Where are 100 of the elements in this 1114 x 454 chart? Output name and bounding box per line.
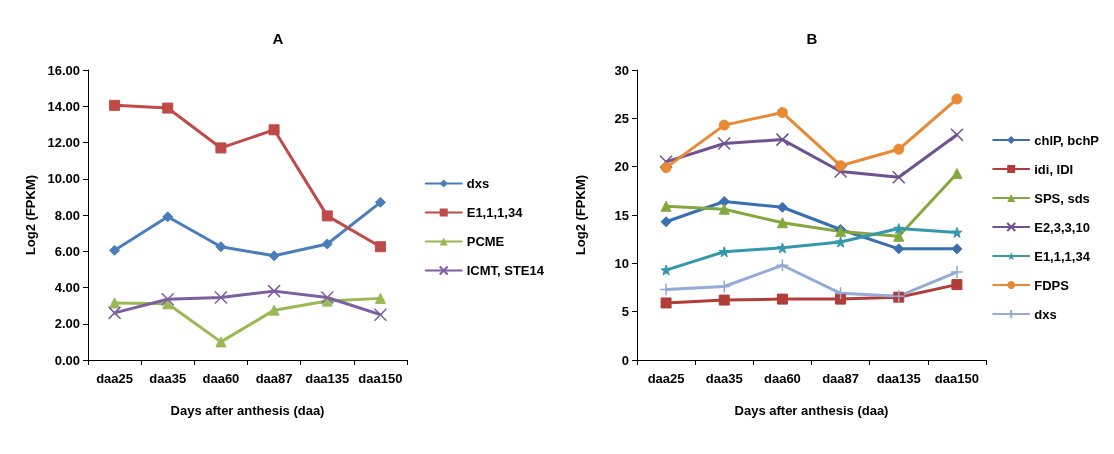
point [659,282,673,297]
point [374,292,386,304]
point [161,292,175,307]
y-tick-label: 15 [614,207,629,223]
point [215,336,227,348]
x-tick-label: daa150 [934,371,979,386]
point [833,286,848,301]
y-tick-label: 10 [614,255,629,271]
point [775,258,790,273]
point [775,132,790,147]
y-tick-label: 16.00 [47,62,80,78]
point [268,250,280,262]
point [951,243,963,255]
point [717,136,731,151]
point [835,160,847,172]
point [374,241,386,253]
x-tick-label: daa135 [305,371,350,386]
y-tick-label: 14.00 [47,98,80,114]
point [268,124,280,136]
x-tick-label: daa150 [358,371,403,386]
point [660,297,672,309]
point [109,99,121,111]
point [267,284,281,298]
point [215,142,227,154]
legend-label: ICMT, STE14 [466,263,545,278]
point [162,211,174,223]
x-tick-label: daa35 [149,371,187,386]
legend-label: SPS, sds [1034,190,1090,206]
y-tick-label: 0 [621,352,629,368]
point [660,216,672,228]
point [659,155,673,169]
y-tick-label: 4.00 [54,280,80,295]
x-tick-label: daa87 [822,371,860,386]
y-tick-label: 2.00 [54,316,80,332]
point [107,306,122,320]
point [718,294,730,306]
point [951,93,963,105]
legend-label: E1,1,1,34 [1034,248,1091,264]
chart-title: A [272,30,284,47]
point [893,143,905,155]
point [717,279,731,294]
legend-label: idi, IDI [1034,161,1074,177]
y-axis-title: Log2 (FPKM) [573,174,588,256]
point [833,164,848,179]
x-tick-label: daa25 [96,371,134,386]
point [162,102,174,114]
point [718,246,730,258]
x-tick-label: daa60 [202,371,240,386]
legend-label: E1,1,1,34 [466,205,524,220]
point [893,230,905,242]
point [660,200,672,212]
point [718,195,730,207]
point [776,217,788,229]
legend-label: PCME [466,234,505,249]
point [951,167,963,179]
x-tick-label: daa87 [255,371,293,386]
legend-label: E2,3,3,10 [1034,219,1090,235]
point [374,196,386,208]
point [718,203,730,215]
y-axis-title: Log2 (FPKM) [22,174,38,256]
point [951,226,963,238]
point [835,293,847,305]
point [215,241,227,253]
point [214,290,228,305]
y-tick-label: 10.00 [47,171,80,187]
y-tick-label: 8.00 [54,207,80,223]
y-tick-label: 20 [614,159,629,175]
point [109,244,121,256]
y-tick-label: 12.00 [47,135,80,150]
point [718,119,730,131]
legend-label: chlP, bchP [1034,132,1100,148]
point [776,293,788,305]
x-tick-label: daa60 [763,371,801,386]
y-tick-label: 6.00 [54,243,80,259]
point [320,290,334,305]
y-tick-label: 0.00 [54,352,80,368]
point [109,297,121,309]
y-tick-label: 30 [614,62,629,78]
x-tick-label: daa135 [876,371,921,386]
legend-label: dxs [1034,306,1057,322]
y-tick-label: 25 [614,110,629,126]
legend-label: FDPS [1034,277,1070,293]
point [776,107,788,119]
x-axis-title: Days after anthesis (daa) [734,403,889,418]
x-tick-label: daa35 [705,371,743,386]
chart-title: B [806,30,818,47]
x-axis-title: Days after anthesis (daa) [170,403,325,418]
point [321,210,333,222]
x-tick-label: daa25 [647,371,685,386]
point [951,279,963,291]
point [321,238,333,250]
point [950,265,964,279]
point [660,162,672,174]
legend-label: dxs [466,176,490,191]
y-tick-label: 5 [621,304,629,320]
point [373,307,388,322]
point [950,128,964,142]
point [268,304,280,316]
point [892,170,906,185]
point [893,223,905,235]
